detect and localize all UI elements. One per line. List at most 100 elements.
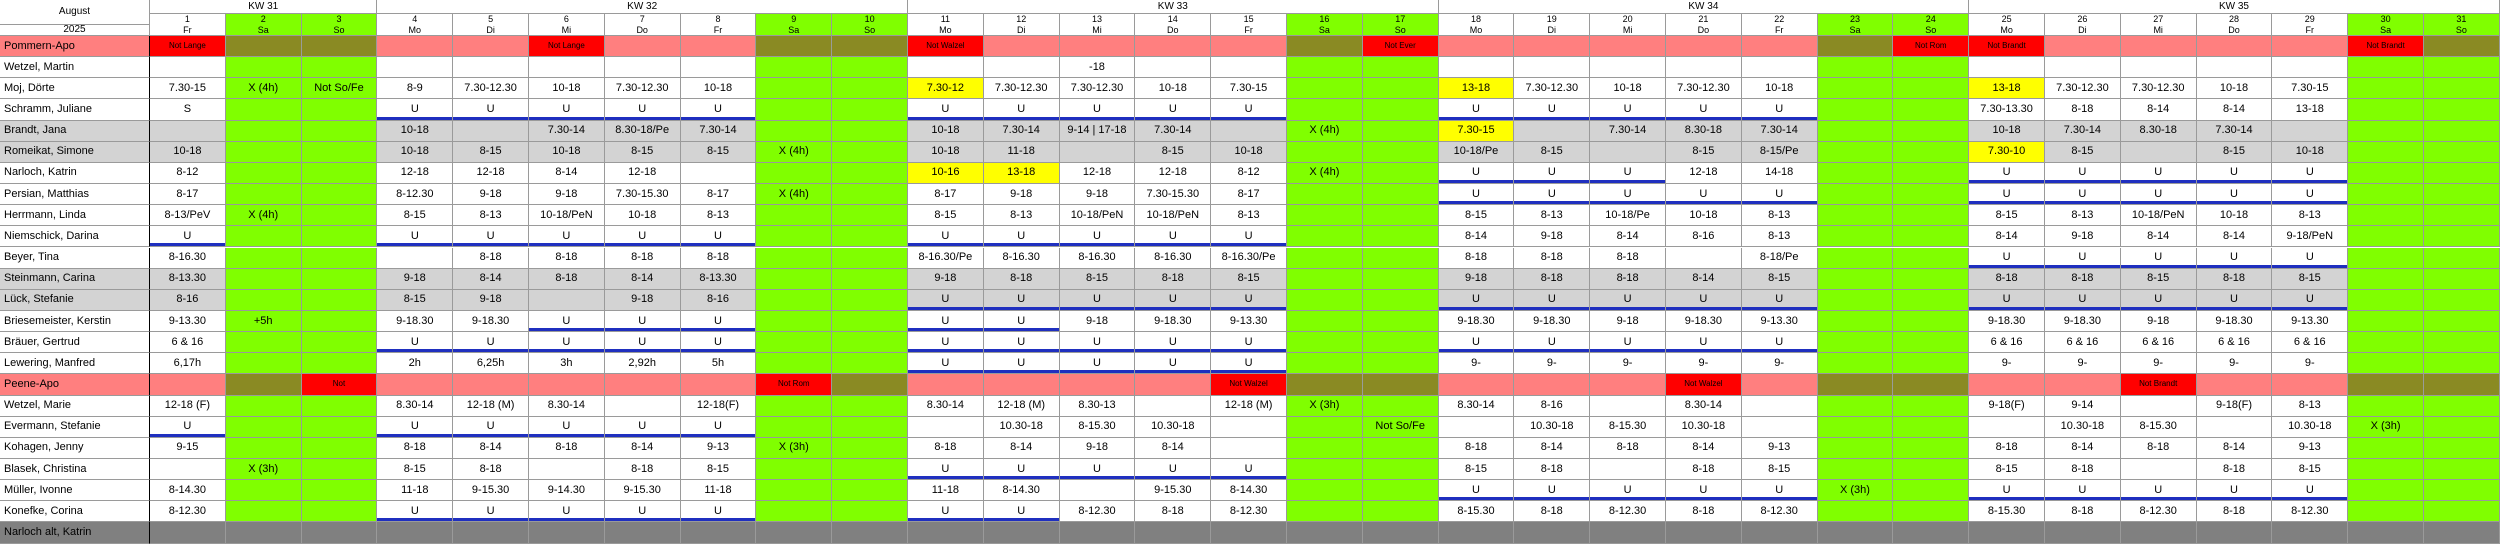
shift-cell[interactable] [2424,501,2500,523]
shift-cell[interactable]: U [1969,184,2045,206]
shift-cell[interactable] [1059,374,1136,396]
shift-cell[interactable] [529,374,605,396]
shift-cell[interactable] [1514,57,1591,79]
shift-cell[interactable]: 10-18 [1666,205,1742,227]
shift-cell[interactable] [604,395,681,417]
shift-cell[interactable]: S [150,99,226,121]
shift-cell[interactable] [1590,36,1666,58]
shift-cell[interactable] [301,353,378,375]
shift-cell[interactable]: U [2045,247,2121,269]
shift-cell[interactable] [1817,36,1894,58]
shift-cell[interactable] [756,226,833,248]
shift-cell[interactable]: 10-18 [529,141,605,163]
shift-cell[interactable]: 10-18 [1590,78,1666,100]
shift-cell[interactable]: U [1135,332,1212,354]
shift-cell[interactable]: 8-18 [1969,268,2045,290]
shift-cell[interactable]: 12-18 [604,162,681,185]
shift-cell[interactable]: 8.30-14 [1666,395,1742,417]
shift-cell[interactable]: 10-18 [377,141,454,163]
shift-cell[interactable]: 8.30-18/Pe [604,120,681,142]
shift-cell[interactable] [1741,416,1818,438]
shift-cell[interactable] [2348,522,2424,544]
shift-cell[interactable] [1362,184,1439,206]
shift-cell[interactable]: 8-18 [1969,437,2045,459]
shift-cell[interactable]: 10.30-18 [1666,416,1742,438]
shift-cell[interactable]: U [1438,184,1515,206]
shift-cell[interactable]: 9- [1438,353,1515,375]
shift-cell[interactable] [1362,141,1439,163]
shift-cell[interactable]: U [1438,99,1515,121]
shift-cell[interactable]: 8-18 [983,268,1060,290]
shift-cell[interactable]: 8-18 [604,459,681,481]
shift-cell[interactable] [1893,141,1970,163]
shift-cell[interactable]: Not Walzel [1666,374,1742,396]
shift-cell[interactable]: U [1135,459,1212,481]
shift-cell[interactable] [2196,416,2273,438]
shift-cell[interactable]: U [908,310,984,333]
shift-cell[interactable] [2424,310,2500,333]
shift-cell[interactable]: 9- [2272,353,2349,375]
shift-cell[interactable] [301,459,378,481]
shift-cell[interactable] [1362,162,1439,185]
shift-cell[interactable]: 8-9 [377,78,454,100]
shift-cell[interactable] [225,374,302,396]
shift-cell[interactable] [1893,226,1970,248]
shift-cell[interactable]: U [2045,162,2121,185]
shift-cell[interactable]: 13-18 [1969,78,2045,100]
shift-cell[interactable]: U [1514,332,1591,354]
shift-cell[interactable] [2120,459,2197,481]
shift-cell[interactable]: 8-15 [2045,141,2121,163]
shift-cell[interactable] [529,459,605,481]
shift-cell[interactable] [1666,57,1742,79]
shift-cell[interactable]: U [2045,289,2121,311]
shift-cell[interactable] [756,522,833,544]
shift-cell[interactable]: 8-18 [2120,437,2197,459]
shift-cell[interactable] [2348,395,2424,417]
shift-cell[interactable] [1287,226,1363,248]
shift-cell[interactable]: U [1590,184,1666,206]
shift-cell[interactable]: 8.30-14 [1438,395,1515,417]
shift-cell[interactable] [1969,416,2045,438]
shift-cell[interactable] [1287,99,1363,121]
shift-cell[interactable]: 8-12 [150,162,226,185]
shift-cell[interactable]: 8-18 [1514,268,1591,290]
shift-cell[interactable] [1287,247,1363,269]
shift-cell[interactable]: 10.30-18 [983,416,1060,438]
shift-cell[interactable] [2348,353,2424,375]
shift-cell[interactable] [756,78,833,100]
shift-cell[interactable] [1817,332,1894,354]
shift-cell[interactable]: 7.30-14 [680,120,757,142]
shift-cell[interactable] [1893,205,1970,227]
shift-cell[interactable]: X (3h) [2348,416,2424,438]
shift-cell[interactable]: 8-13 [1741,226,1818,248]
shift-cell[interactable] [983,374,1060,396]
shift-cell[interactable] [1362,226,1439,248]
shift-cell[interactable] [1362,501,1439,523]
shift-cell[interactable]: U [1211,332,1287,354]
shift-cell[interactable] [2196,374,2273,396]
shift-cell[interactable] [1514,522,1591,544]
shift-cell[interactable] [301,289,378,311]
shift-cell[interactable] [604,374,681,396]
shift-cell[interactable]: U [1059,99,1136,121]
shift-cell[interactable] [1287,374,1363,396]
shift-cell[interactable]: 8-15/Pe [1741,141,1818,163]
shift-cell[interactable]: U [453,226,529,248]
shift-cell[interactable]: U [1969,162,2045,185]
shift-cell[interactable]: 6 & 16 [2045,332,2121,354]
shift-cell[interactable] [225,57,302,79]
shift-cell[interactable]: 10.30-18 [1135,416,1212,438]
shift-cell[interactable] [2424,289,2500,311]
shift-cell[interactable] [2424,162,2500,185]
shift-cell[interactable] [2424,416,2500,438]
shift-cell[interactable]: Not Ever [1362,36,1439,58]
shift-cell[interactable] [301,184,378,206]
shift-cell[interactable] [1741,522,1818,544]
shift-cell[interactable] [1893,78,1970,100]
shift-cell[interactable]: 10-18 [2196,78,2273,100]
shift-cell[interactable]: 9-18.30 [377,310,454,333]
shift-cell[interactable]: Not Brandt [1969,36,2045,58]
shift-cell[interactable]: U [1059,459,1136,481]
shift-cell[interactable] [604,57,681,79]
shift-cell[interactable] [1817,78,1894,100]
